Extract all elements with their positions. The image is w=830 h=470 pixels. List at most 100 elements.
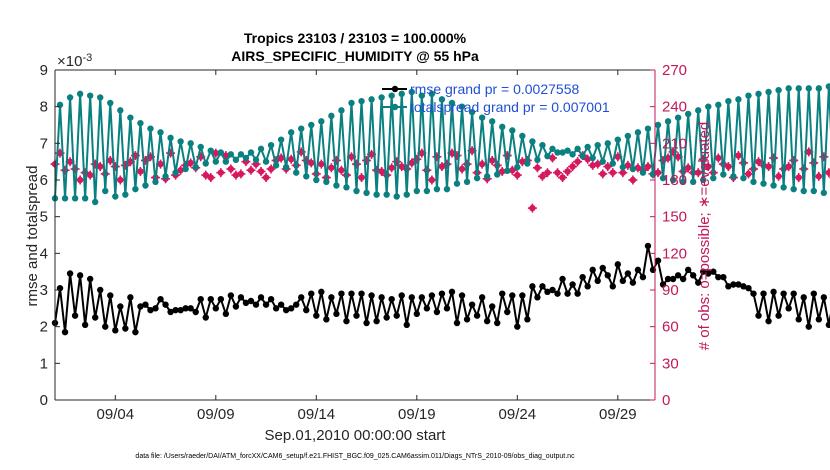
obs-point (603, 162, 613, 172)
series-totalspread-point (725, 97, 732, 105)
series-rmse-point (92, 314, 99, 321)
series-rmse-point (654, 257, 662, 264)
y-tick-label-right: 150 (662, 209, 687, 226)
series-totalspread-point (237, 151, 245, 158)
obs-point (703, 162, 713, 172)
series-totalspread-point (745, 92, 752, 99)
y-tick-label-right: 60 (662, 319, 679, 336)
obs-point (246, 165, 256, 175)
series-totalspread-point (343, 184, 350, 191)
series-rmse-point (448, 288, 456, 296)
x-tick-label: 09/29 (599, 406, 637, 423)
series-totalspread-point (634, 129, 642, 136)
series-totalspread-point (689, 178, 697, 186)
series-rmse-point (710, 268, 717, 275)
series-totalspread-point (76, 90, 84, 98)
series-rmse-point (534, 294, 541, 301)
series-rmse-point (247, 297, 255, 305)
series-rmse-point (815, 316, 823, 323)
series-rmse-point (805, 323, 812, 330)
series-rmse-point (468, 301, 476, 308)
series-rmse-point (544, 288, 551, 296)
series-totalspread-point (659, 174, 667, 182)
y-tick-label-right: 0 (662, 392, 670, 409)
series-rmse-point (629, 279, 637, 286)
series-rmse-point (644, 242, 652, 250)
series-rmse-point (458, 292, 466, 299)
series-rmse-point (574, 290, 581, 297)
series-rmse-point (122, 325, 129, 332)
obs-point (176, 165, 186, 175)
series-rmse-point (293, 301, 300, 308)
obs-point (608, 168, 618, 178)
series-totalspread-point (137, 119, 144, 127)
series-totalspread-point (207, 147, 214, 154)
y-tick-label-left: 4 (40, 245, 48, 262)
series-rmse-point (564, 290, 571, 297)
series-rmse-point (745, 284, 752, 292)
series-rmse-point (373, 317, 380, 325)
series-totalspread-point (765, 88, 772, 96)
series-totalspread-point (97, 94, 104, 101)
y-tick-label-left: 3 (40, 282, 48, 299)
series-totalspread-point (499, 123, 506, 131)
obs-point (774, 171, 784, 181)
series-totalspread-point (388, 92, 395, 99)
series-totalspread-point (438, 96, 446, 103)
series-rmse-point (66, 270, 74, 277)
series-totalspread-point (81, 195, 89, 202)
obs-point (447, 148, 457, 158)
series-rmse-point (684, 266, 692, 274)
series-rmse-point (664, 275, 672, 283)
series-totalspread-point (669, 176, 677, 184)
series-rmse-point (323, 316, 330, 323)
series-rmse-point (755, 312, 762, 319)
series-totalspread-point (157, 129, 164, 136)
series-rmse-point (202, 314, 209, 321)
series-totalspread-point (162, 173, 169, 180)
series-rmse-point (820, 294, 828, 301)
series-rmse-point (257, 294, 265, 301)
series-totalspread-point (92, 198, 99, 206)
series-totalspread-point (338, 107, 345, 114)
series-totalspread-point (529, 138, 536, 145)
series-totalspread-point (247, 149, 255, 156)
obs-point (723, 162, 733, 172)
y-tick-label-left: 0 (40, 392, 48, 409)
series-rmse-point (760, 290, 767, 297)
series-totalspread-point (61, 195, 69, 202)
series-totalspread-point (418, 92, 426, 99)
series-totalspread-point (378, 94, 385, 101)
y-tick-label-left: 5 (40, 209, 48, 226)
series-totalspread-point (403, 191, 410, 198)
series-rmse-point (303, 306, 310, 314)
series-totalspread-point (272, 162, 280, 169)
series-rmse-point (529, 283, 536, 290)
series-totalspread-point (488, 118, 496, 125)
series-totalspread-point (318, 118, 325, 125)
series-rmse-point (720, 273, 727, 281)
y-tick-label-right: 210 (662, 135, 687, 152)
series-totalspread-point (308, 121, 315, 129)
series-rmse-point (368, 292, 375, 299)
series-totalspread-point (328, 112, 335, 120)
series-totalspread-point (86, 92, 94, 99)
y-tick-label-right: 180 (662, 172, 687, 189)
series-totalspread-point (509, 127, 516, 134)
obs-point (261, 173, 271, 183)
x-axis-ticks: 09/04 09/09 09/14 09/19 09/24 09/29 (97, 70, 637, 423)
series-totalspread-point (348, 99, 355, 107)
series-rmse-point (499, 290, 506, 297)
obs-point (537, 171, 547, 181)
series-rmse-point (514, 323, 521, 330)
obs-point (115, 175, 125, 185)
series-totalspread-point (584, 143, 591, 151)
series-rmse-point (453, 319, 461, 327)
series-totalspread-point (448, 99, 456, 107)
series-rmse-point (333, 310, 340, 318)
series-layer (50, 83, 830, 336)
legend-marker-rmse (391, 85, 399, 93)
series-totalspread-point (127, 114, 134, 121)
series-rmse-point (383, 314, 390, 321)
obs-point (824, 168, 830, 178)
